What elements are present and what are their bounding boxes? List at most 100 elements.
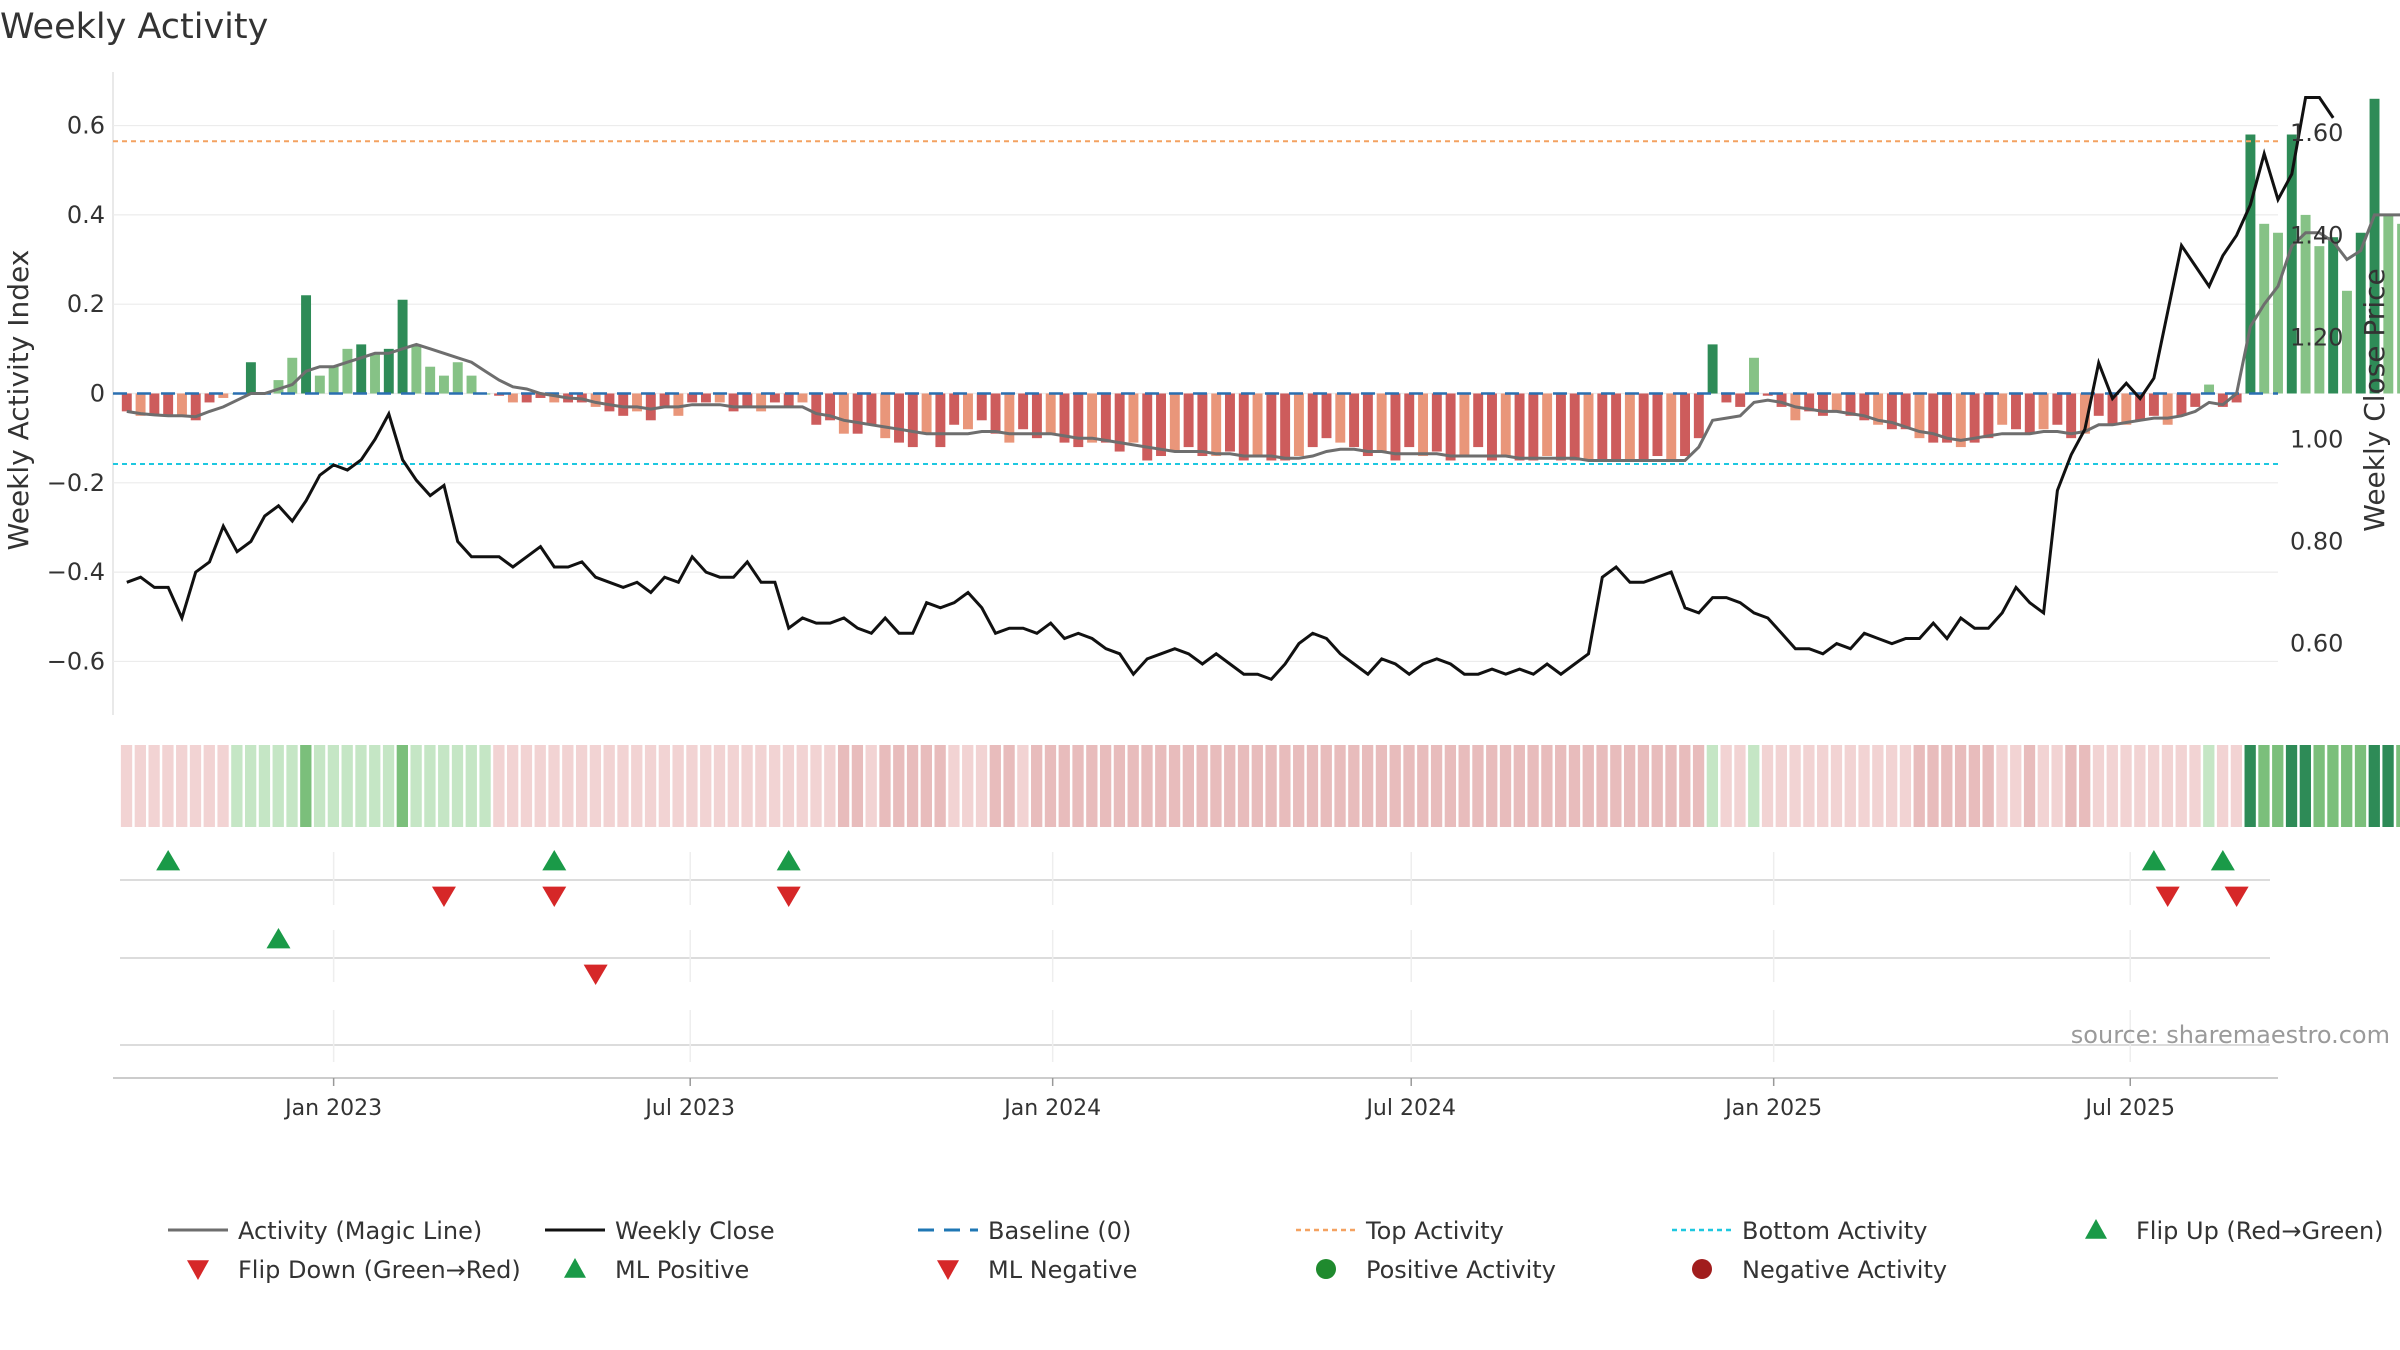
activity-bar [1611, 393, 1622, 461]
flip-down-marker [2224, 886, 2249, 907]
activity-bar [1431, 393, 1442, 452]
activity-bar [714, 393, 725, 403]
legend-item: Negative Activity [1692, 1256, 1947, 1284]
activity-bar [1280, 393, 1291, 461]
strip-cell [1334, 745, 1346, 827]
activity-bar [1721, 393, 1732, 403]
activity-bar [1735, 393, 1746, 407]
strip-cell [1527, 745, 1539, 827]
strip-cell [1003, 745, 1015, 827]
flip-up-marker [156, 850, 181, 871]
activity-bar [1514, 393, 1525, 461]
activity-bar [1073, 393, 1084, 448]
strip-cell [2272, 745, 2284, 827]
flip-up-marker [2141, 850, 2166, 871]
strip-cell [2106, 745, 2118, 827]
activity-bar [673, 393, 684, 416]
activity-bar [1418, 393, 1428, 457]
strip-cell [1734, 745, 1746, 827]
flip-down-marker [542, 886, 567, 907]
activity-bar [1211, 393, 1222, 457]
strip-cell [479, 745, 491, 827]
strip-cell [1679, 745, 1691, 827]
strip-cell [1279, 745, 1291, 827]
strip-cell [1761, 745, 1774, 827]
legend-label: ML Positive [615, 1256, 749, 1284]
activity-bar [632, 393, 642, 412]
strip-cell [1872, 745, 1884, 827]
legend-item: Baseline (0) [918, 1217, 1131, 1245]
strip-cell [369, 745, 381, 827]
strip-cell [2175, 745, 2187, 827]
strip-cell [520, 745, 533, 827]
activity-heat-strip [120, 745, 2400, 827]
strip-cell [410, 745, 422, 827]
strip-cell [272, 745, 284, 827]
activity-bar [1762, 393, 1773, 396]
activity-bar [866, 393, 877, 425]
activity-bar [245, 362, 256, 394]
legend-swatch [1692, 1259, 1712, 1279]
flip-up-marker [542, 850, 567, 871]
strip-cell [148, 745, 160, 827]
strip-cell [1706, 745, 1719, 827]
activity-bar [149, 393, 160, 416]
legend-swatch [937, 1260, 959, 1280]
activity-bar [1004, 393, 1015, 443]
activity-bar [1942, 393, 1953, 443]
chart-title: Weekly Activity [0, 7, 268, 47]
activity-bar [1238, 393, 1249, 461]
strip-cell [313, 745, 326, 827]
y-tick-label: −0.6 [47, 647, 105, 675]
legend-label: ML Negative [988, 1256, 1137, 1284]
strip-cell [562, 745, 574, 827]
strip-cell [396, 745, 408, 827]
activity-bar [797, 393, 808, 403]
activity-bar [2176, 393, 2187, 416]
strip-cell [2010, 745, 2022, 827]
flip-down-marker [431, 886, 456, 907]
activity-bar [2245, 134, 2256, 394]
legend-item: Weekly Close [545, 1217, 775, 1245]
activity-bar [1555, 393, 1566, 461]
activity-bar [356, 344, 367, 394]
activity-bar [769, 393, 780, 403]
activity-bar [1087, 393, 1098, 443]
x-tick-label: Jul 2023 [643, 1096, 735, 1121]
legend-label: Bottom Activity [1742, 1217, 1927, 1245]
y2-axis-label: Weekly Close Price [2358, 268, 2391, 531]
activity-bar [645, 393, 656, 421]
activity-bar [1652, 393, 1663, 457]
strip-cell [962, 745, 974, 827]
strip-cell [1031, 745, 1043, 827]
strip-cell [1596, 745, 1608, 827]
strip-cell [300, 745, 312, 827]
strip-cell [1555, 745, 1567, 827]
strip-cell [1141, 745, 1153, 827]
activity-bar [1804, 393, 1815, 412]
activity-bar [2093, 393, 2104, 416]
strip-cell [1237, 745, 1250, 827]
series-lines [126, 96, 2400, 682]
strip-cell [644, 745, 657, 827]
activity-bar [990, 393, 1001, 434]
strip-cell [1789, 745, 1801, 827]
strip-cell [1168, 745, 1181, 827]
strip-cell [837, 745, 850, 827]
activity-bar [1749, 357, 1759, 394]
activity-bar [783, 393, 794, 407]
activity-bars [121, 98, 2400, 461]
legend-item: Activity (Magic Line) [168, 1217, 482, 1245]
activity-bar [1983, 393, 1994, 439]
activity-bar [1018, 393, 1029, 430]
strip-cell [1651, 745, 1663, 827]
activity-bar [2355, 232, 2366, 394]
activity-bar [218, 393, 229, 398]
strip-cell [2396, 745, 2400, 827]
strip-cell [1830, 745, 1843, 827]
strip-cell [727, 745, 739, 827]
strip-cell [1996, 745, 2008, 827]
strip-cell [658, 745, 670, 827]
legend-item: Bottom Activity [1672, 1217, 1927, 1245]
activity-bar [1873, 393, 1884, 425]
